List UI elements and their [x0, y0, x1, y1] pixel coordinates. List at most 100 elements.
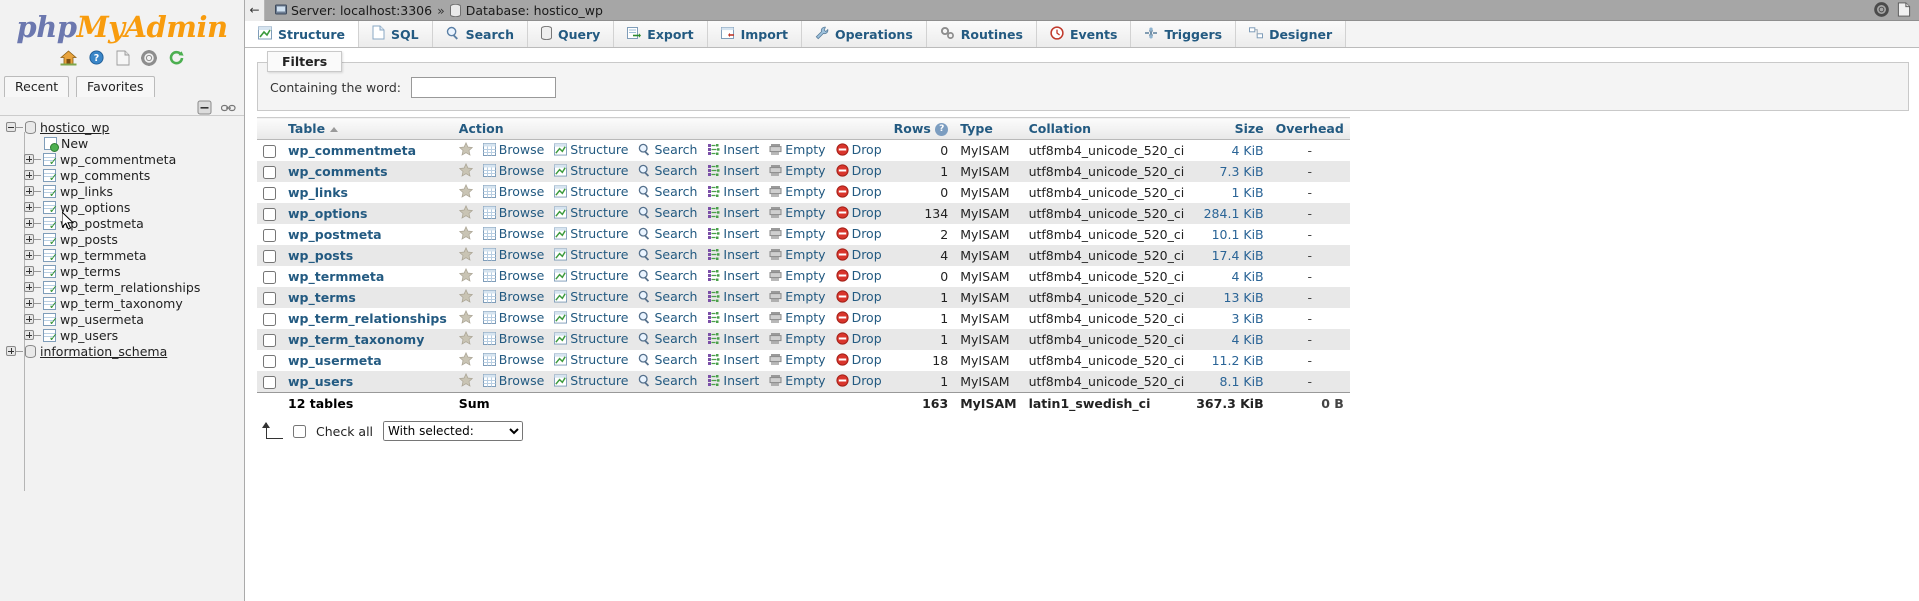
- action-structure[interactable]: Structure: [554, 142, 628, 157]
- expand-icon[interactable]: [24, 330, 34, 340]
- tab-routines[interactable]: Routines: [926, 21, 1037, 47]
- action-structure[interactable]: Structure: [554, 226, 628, 241]
- action-drop[interactable]: Drop: [835, 268, 882, 283]
- action-drop[interactable]: Drop: [835, 352, 882, 367]
- row-checkbox[interactable]: [263, 334, 276, 347]
- expand-icon[interactable]: [24, 314, 34, 324]
- table-name-link[interactable]: wp_terms: [288, 290, 356, 305]
- table-name-link[interactable]: wp_postmeta: [288, 227, 382, 242]
- tab-structure[interactable]: Structure: [245, 21, 359, 47]
- action-drop[interactable]: Drop: [835, 205, 882, 220]
- action-structure[interactable]: Structure: [554, 331, 628, 346]
- th-size[interactable]: Size: [1190, 117, 1270, 140]
- action-drop[interactable]: Drop: [835, 310, 882, 325]
- row-checkbox[interactable]: [263, 250, 276, 263]
- favorite-star-icon[interactable]: [458, 331, 473, 345]
- settings-gear-icon[interactable]: [141, 49, 158, 68]
- tab-designer[interactable]: Designer: [1236, 21, 1347, 47]
- expand-icon[interactable]: [24, 186, 34, 196]
- action-structure[interactable]: Structure: [554, 268, 628, 283]
- favorite-star-icon[interactable]: [458, 352, 473, 366]
- action-empty[interactable]: Empty: [769, 163, 826, 178]
- row-checkbox[interactable]: [263, 271, 276, 284]
- action-drop[interactable]: Drop: [835, 331, 882, 346]
- action-empty[interactable]: Empty: [769, 247, 826, 262]
- tree-item-wp_term_taxonomy[interactable]: ✓ wp_term_taxonomy: [0, 295, 244, 311]
- table-name-link[interactable]: wp_term_relationships: [288, 311, 447, 326]
- action-browse[interactable]: Browse: [482, 310, 544, 325]
- action-search[interactable]: Search: [638, 310, 697, 325]
- row-checkbox[interactable]: [263, 208, 276, 221]
- action-empty[interactable]: Empty: [769, 205, 826, 220]
- tree-item-wp_usermeta[interactable]: ✓ wp_usermeta: [0, 311, 244, 327]
- th-type[interactable]: Type: [954, 117, 1023, 140]
- action-structure[interactable]: Structure: [554, 352, 628, 367]
- action-structure[interactable]: Structure: [554, 163, 628, 178]
- action-search[interactable]: Search: [638, 184, 697, 199]
- check-all-checkbox[interactable]: [293, 424, 306, 438]
- action-insert[interactable]: Insert: [707, 163, 759, 178]
- expand-icon[interactable]: [24, 170, 34, 180]
- tree-item-wp_posts[interactable]: ✓ wp_posts: [0, 231, 244, 247]
- tree-item-information_schema[interactable]: information_schema: [0, 343, 244, 359]
- tree-item-wp_termmeta[interactable]: ✓ wp_termmeta: [0, 247, 244, 263]
- phpmyadmin-logo[interactable]: phpMyAdmin: [0, 0, 244, 46]
- action-browse[interactable]: Browse: [482, 163, 544, 178]
- favorite-star-icon[interactable]: [458, 142, 473, 156]
- action-empty[interactable]: Empty: [769, 289, 826, 304]
- expand-icon[interactable]: [24, 298, 34, 308]
- tab-query[interactable]: Query: [527, 21, 615, 47]
- with-selected-select[interactable]: With selected:: [383, 421, 524, 441]
- tab-sql[interactable]: SQL: [358, 21, 433, 47]
- action-structure[interactable]: Structure: [554, 373, 628, 388]
- action-drop[interactable]: Drop: [835, 373, 882, 388]
- tree-item-wp_users[interactable]: ✓ wp_users: [0, 327, 244, 343]
- tab-triggers[interactable]: Triggers: [1131, 21, 1237, 47]
- row-checkbox[interactable]: [263, 292, 276, 305]
- action-drop[interactable]: Drop: [835, 247, 882, 262]
- action-search[interactable]: Search: [638, 247, 697, 262]
- action-empty[interactable]: Empty: [769, 142, 826, 157]
- favorite-star-icon[interactable]: [458, 163, 473, 177]
- check-all-label[interactable]: Check all: [316, 423, 374, 439]
- expand-icon[interactable]: [24, 202, 34, 212]
- action-browse[interactable]: Browse: [482, 268, 544, 283]
- table-name-link[interactable]: wp_options: [288, 206, 368, 221]
- action-drop[interactable]: Drop: [835, 226, 882, 241]
- row-checkbox[interactable]: [263, 229, 276, 242]
- expand-icon[interactable]: [6, 346, 16, 356]
- tab-import[interactable]: Import: [707, 21, 802, 47]
- action-search[interactable]: Search: [638, 163, 697, 178]
- action-empty[interactable]: Empty: [769, 310, 826, 325]
- tab-search[interactable]: Search: [432, 21, 528, 47]
- tree-item-wp_terms[interactable]: ✓ wp_terms: [0, 263, 244, 279]
- action-structure[interactable]: Structure: [554, 247, 628, 262]
- rows-help-icon[interactable]: ?: [935, 123, 949, 136]
- action-browse[interactable]: Browse: [482, 352, 544, 367]
- tree-item-wp_comments[interactable]: ✓ wp_comments: [0, 167, 244, 183]
- tab-recent[interactable]: Recent: [4, 76, 70, 97]
- containing-word-input[interactable]: [410, 77, 556, 98]
- link-with-main-panel-icon[interactable]: [220, 102, 236, 116]
- expand-icon[interactable]: [24, 266, 34, 276]
- action-search[interactable]: Search: [638, 268, 697, 283]
- action-browse[interactable]: Browse: [482, 373, 544, 388]
- documentation-icon[interactable]: [116, 50, 130, 68]
- table-name-link[interactable]: wp_commentmeta: [288, 143, 417, 158]
- action-browse[interactable]: Browse: [482, 289, 544, 304]
- action-search[interactable]: Search: [638, 331, 697, 346]
- action-drop[interactable]: Drop: [835, 163, 882, 178]
- action-insert[interactable]: Insert: [707, 226, 759, 241]
- action-insert[interactable]: Insert: [707, 331, 759, 346]
- action-drop[interactable]: Drop: [835, 142, 882, 157]
- expand-icon[interactable]: [24, 218, 34, 228]
- th-table[interactable]: Table: [282, 117, 453, 140]
- row-checkbox[interactable]: [263, 313, 276, 326]
- action-search[interactable]: Search: [638, 289, 697, 304]
- collapse-icon[interactable]: [6, 122, 16, 132]
- favorite-star-icon[interactable]: [458, 373, 473, 387]
- action-empty[interactable]: Empty: [769, 184, 826, 199]
- action-empty[interactable]: Empty: [769, 373, 826, 388]
- tab-export[interactable]: Export: [614, 21, 708, 47]
- table-name-link[interactable]: wp_usermeta: [288, 353, 382, 368]
